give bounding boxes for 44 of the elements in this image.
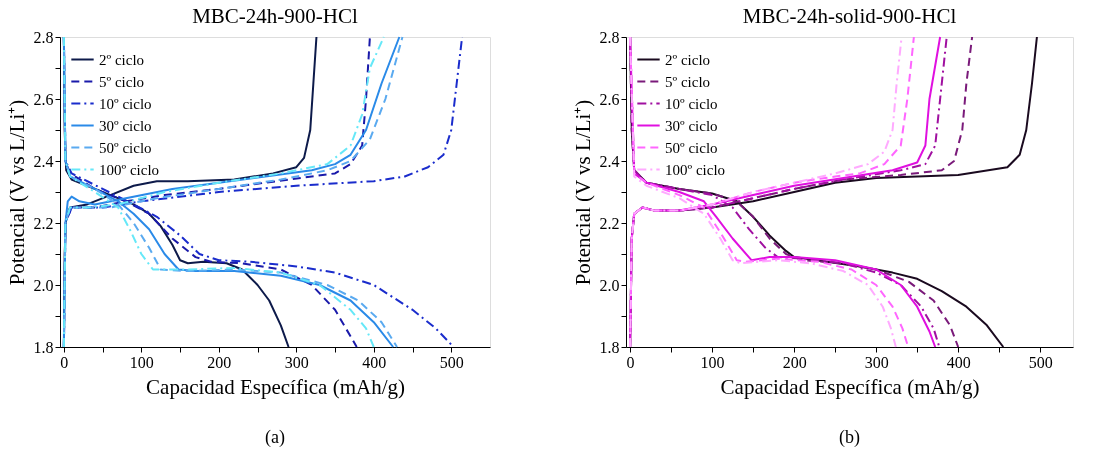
x-tick-label: 0 xyxy=(60,353,69,371)
y-tick-label: 1.8 xyxy=(33,338,54,356)
x-tick-label: 300 xyxy=(864,353,889,371)
y-tick-label: 1.8 xyxy=(599,338,620,356)
x-tick-label: 400 xyxy=(946,353,971,371)
y-axis-title: Potencial (V vs L/Li⁺) xyxy=(4,99,29,286)
legend-label: 2º ciclo xyxy=(99,51,145,68)
legend-label: 30º ciclo xyxy=(99,117,152,134)
y-tick-label: 2.4 xyxy=(33,152,54,170)
y-tick-label: 2.0 xyxy=(33,276,54,294)
text: (b) xyxy=(839,427,860,448)
x-tick-label: 100 xyxy=(700,353,725,371)
chart-title: MBC-24h-solid-900-HCl xyxy=(742,4,957,28)
y-tick-label: 2.2 xyxy=(599,214,620,232)
x-tick-label: 100 xyxy=(129,353,154,371)
x-tick-label: 200 xyxy=(207,353,232,371)
legend-label: 30º ciclo xyxy=(665,117,718,134)
legend-label: 10º ciclo xyxy=(99,95,152,112)
x-tick-label: 500 xyxy=(439,353,464,371)
y-tick-label: 2.2 xyxy=(33,214,54,232)
legend-label: 10º ciclo xyxy=(665,95,718,112)
legend-label: 5º ciclo xyxy=(665,73,711,90)
x-tick-label: 500 xyxy=(1028,353,1053,371)
y-tick-label: 2.0 xyxy=(599,276,620,294)
x-axis-title: Capacidad Específica (mAh/g) xyxy=(146,374,405,399)
legend-label: 100º ciclo xyxy=(99,161,160,178)
legend-label: 2º ciclo xyxy=(665,51,711,68)
x-tick-label: 400 xyxy=(362,353,387,371)
y-tick-label: 2.6 xyxy=(33,90,54,108)
y-tick-label: 2.6 xyxy=(599,90,620,108)
chart-title: MBC-24h-900-HCl xyxy=(192,4,358,28)
x-tick-label: 200 xyxy=(782,353,807,371)
y-tick-label: 2.4 xyxy=(599,152,620,170)
y-tick-label: 2.8 xyxy=(599,28,620,46)
y-axis-title: Potencial (V vs L/Li⁺) xyxy=(570,99,595,286)
legend-label: 5º ciclo xyxy=(99,73,145,90)
x-axis-title: Capacidad Específica (mAh/g) xyxy=(720,374,980,399)
legend-label: 50º ciclo xyxy=(665,139,718,156)
y-tick-label: 2.8 xyxy=(33,28,54,46)
legend-label: 50º ciclo xyxy=(99,139,152,156)
x-tick-label: 0 xyxy=(626,353,635,371)
text: (a) xyxy=(265,427,285,448)
x-tick-label: 300 xyxy=(284,353,309,371)
legend-label: 100º ciclo xyxy=(665,161,726,178)
